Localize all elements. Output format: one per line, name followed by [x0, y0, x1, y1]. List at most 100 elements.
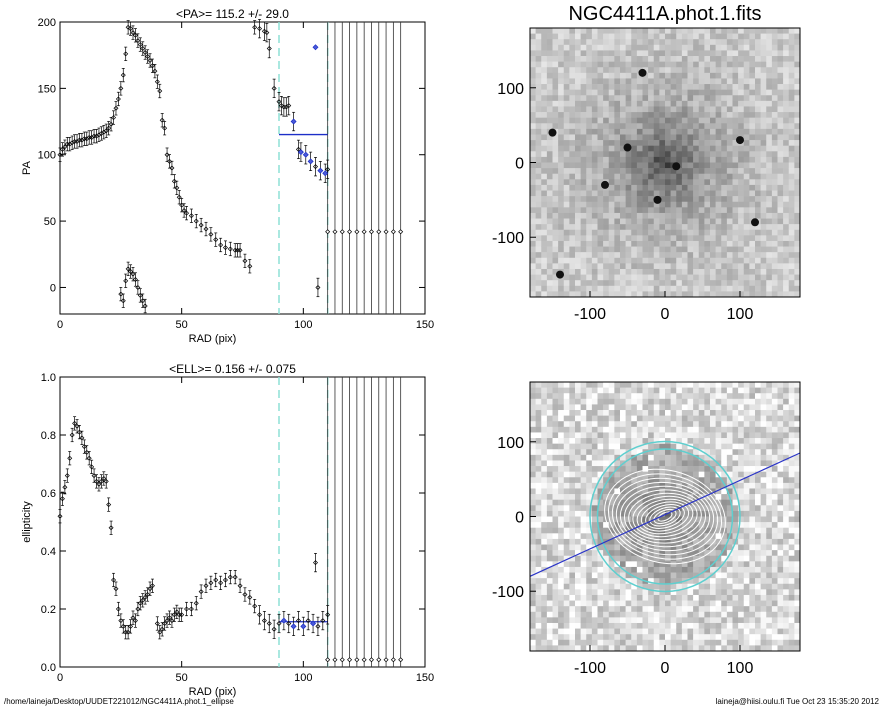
pixel — [625, 622, 632, 629]
pixel — [704, 572, 711, 579]
pixel — [569, 39, 576, 46]
pixel — [681, 56, 688, 62]
pixel — [546, 218, 553, 225]
pixel — [738, 421, 745, 428]
pixel — [546, 67, 553, 74]
pixel — [704, 95, 711, 102]
pixel — [732, 398, 739, 405]
pixel — [715, 28, 722, 34]
pixel — [597, 544, 604, 551]
pixel — [575, 404, 581, 411]
pixel — [777, 123, 784, 130]
pixel — [625, 280, 632, 287]
pixel — [659, 460, 666, 467]
pixel — [738, 67, 745, 74]
pixel — [591, 240, 598, 247]
pixel — [552, 201, 559, 208]
pixel — [687, 190, 694, 197]
data-point — [315, 284, 321, 290]
pixel — [665, 393, 671, 400]
pixel — [608, 561, 615, 568]
pixel — [783, 173, 790, 180]
pixel — [642, 589, 649, 596]
pixel — [648, 566, 655, 573]
pixel — [648, 578, 655, 585]
pixel — [530, 156, 536, 163]
pixel — [732, 291, 739, 298]
pixel — [530, 89, 536, 96]
pixel — [766, 56, 773, 62]
pixel — [755, 50, 761, 57]
pixel — [670, 100, 677, 107]
pixel — [743, 207, 750, 214]
pixel — [777, 196, 784, 203]
pixel — [659, 426, 666, 433]
pixel — [676, 156, 683, 163]
pixel — [721, 550, 728, 557]
pixel — [738, 50, 745, 57]
pixel — [681, 268, 688, 275]
pixel — [710, 117, 716, 124]
y-tick-label: 0.2 — [41, 604, 56, 616]
pixel — [636, 151, 643, 158]
pixel — [597, 421, 604, 428]
data-point — [174, 185, 180, 191]
pixel — [687, 168, 694, 175]
pixel — [642, 212, 649, 219]
pixel — [732, 196, 739, 203]
pixel — [704, 645, 711, 652]
pixel — [580, 561, 587, 568]
pixel — [603, 410, 610, 416]
pixel — [760, 140, 767, 146]
pixel — [580, 606, 587, 613]
pixel — [546, 516, 553, 523]
pixel — [580, 123, 587, 130]
pixel — [777, 268, 784, 275]
pixel — [704, 50, 711, 57]
pixel — [530, 44, 536, 51]
pixel — [614, 510, 621, 517]
pixel — [597, 173, 604, 180]
pixel — [580, 235, 587, 242]
pixel — [670, 482, 677, 489]
pixel — [591, 212, 598, 219]
pixel — [597, 398, 604, 405]
pixel — [530, 224, 536, 231]
pixel — [558, 123, 565, 130]
pixel — [535, 634, 542, 641]
pixel — [676, 566, 683, 573]
pixel — [631, 432, 638, 439]
pixel — [783, 268, 790, 275]
pixel — [546, 606, 553, 613]
pixel — [580, 477, 587, 484]
pixel — [541, 393, 548, 400]
pixel — [670, 589, 677, 596]
pixel — [755, 128, 761, 135]
pixel — [665, 212, 671, 219]
pixel — [620, 510, 626, 517]
x-tick-label: 0 — [57, 319, 63, 331]
data-point — [159, 626, 165, 632]
pixel — [687, 533, 694, 540]
pixel — [788, 162, 795, 169]
pixel — [642, 387, 649, 394]
pixel — [530, 628, 536, 635]
pixel — [569, 550, 576, 557]
pixel — [665, 84, 671, 90]
pixel — [653, 387, 660, 394]
pixel — [771, 268, 778, 275]
pixel — [648, 39, 655, 46]
pixel — [766, 235, 773, 242]
data-point — [108, 525, 114, 531]
pixel — [715, 100, 722, 107]
pixel — [743, 168, 750, 175]
pixel — [636, 538, 643, 545]
pixel — [631, 505, 638, 512]
pixel — [715, 61, 722, 68]
pixel — [659, 168, 666, 175]
pixel — [726, 151, 733, 158]
pixel — [721, 78, 728, 85]
pixel — [591, 544, 598, 551]
pixel — [530, 56, 536, 62]
pixel — [698, 184, 705, 191]
